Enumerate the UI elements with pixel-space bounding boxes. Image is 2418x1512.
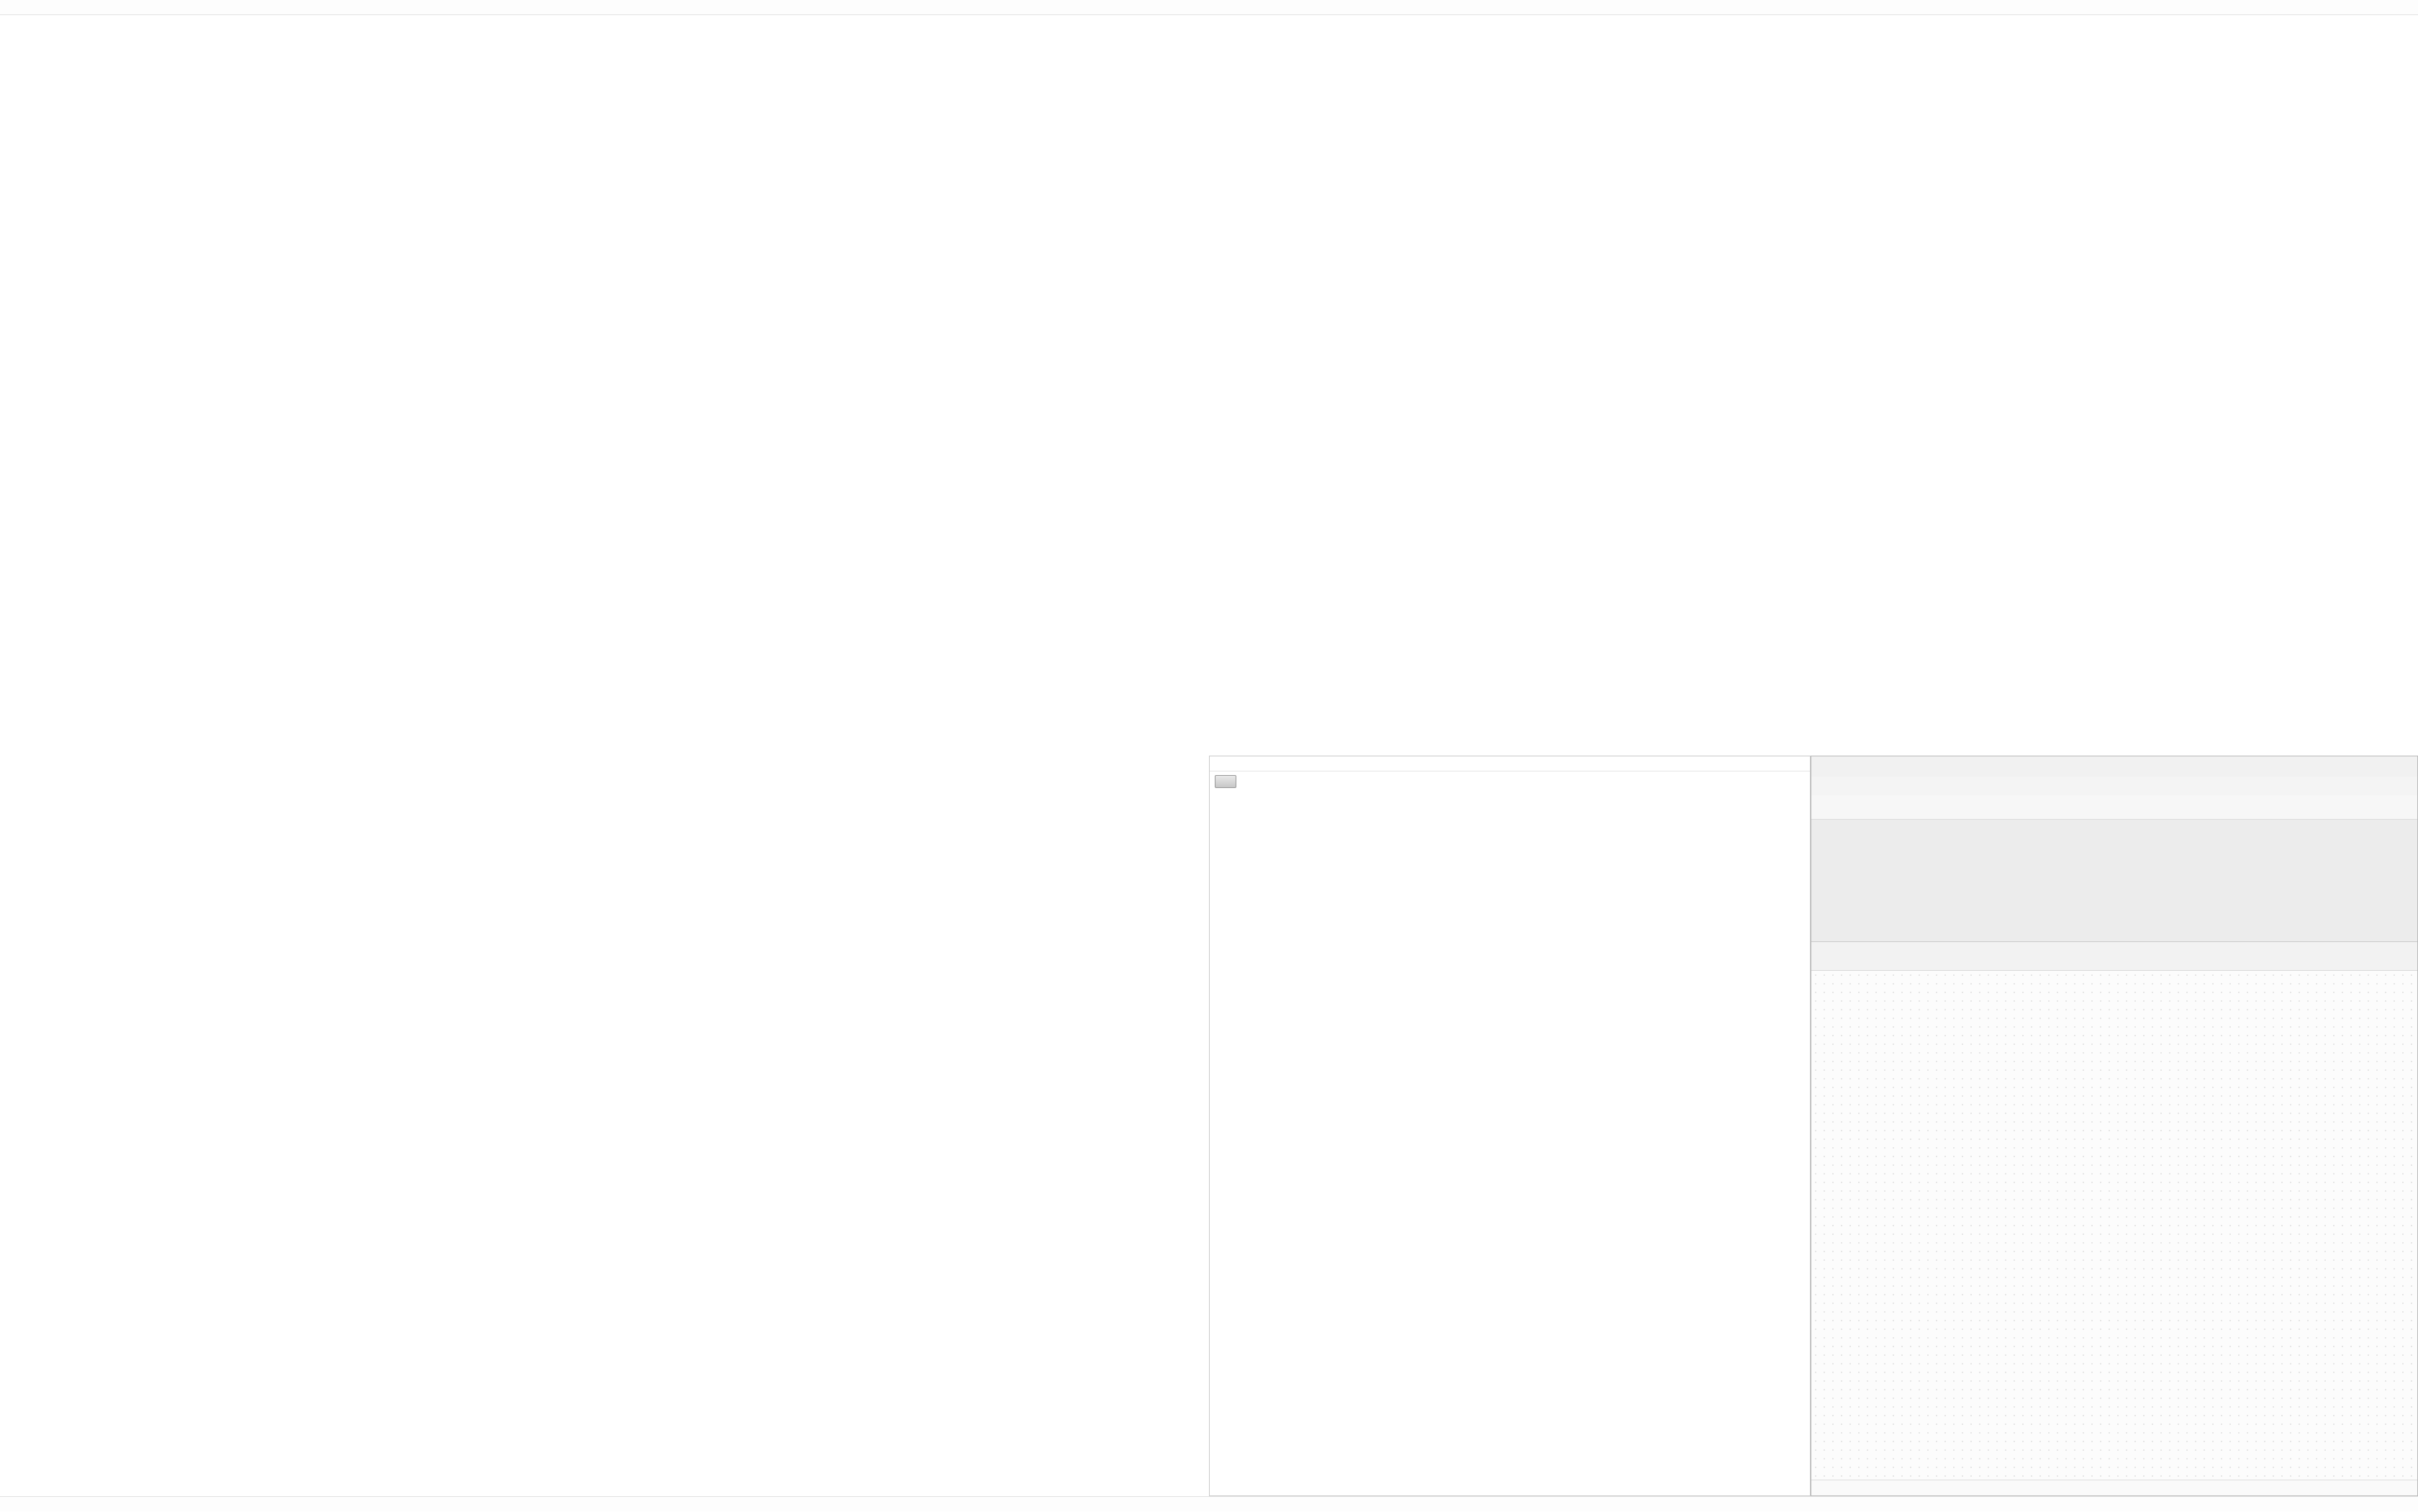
viewport-titlebar xyxy=(1210,756,1810,771)
component-palettes xyxy=(1811,820,2417,942)
grasshopper-window xyxy=(1811,756,2418,1496)
apollonian-fractal xyxy=(1210,787,1811,1495)
workspace-unit xyxy=(1209,756,2418,1496)
quadrant-bottom-right xyxy=(1209,756,2418,1496)
quadrant-bottom-left xyxy=(0,756,1209,1496)
mirrored-grid xyxy=(0,15,2418,1496)
quadrant-top-right xyxy=(1209,15,2418,756)
grasshopper-titlebar[interactable] xyxy=(1811,756,2417,777)
canvas-toolbar xyxy=(1811,942,2417,971)
rhino-viewport-panel xyxy=(1209,756,1811,1496)
camera-dropdown[interactable] xyxy=(1215,775,1236,788)
wire-layer xyxy=(1811,971,2417,1480)
menu-bar xyxy=(1811,777,2417,795)
node-canvas[interactable] xyxy=(1811,971,2417,1480)
taskbar-bottom xyxy=(0,1496,2418,1511)
grasshopper-statusbar xyxy=(1811,1480,2417,1495)
component-tab-strip xyxy=(1811,795,2417,820)
quadrant-top-left xyxy=(0,15,1209,756)
taskbar-top xyxy=(0,0,2418,15)
taskbar-unit xyxy=(1209,1497,2418,1512)
